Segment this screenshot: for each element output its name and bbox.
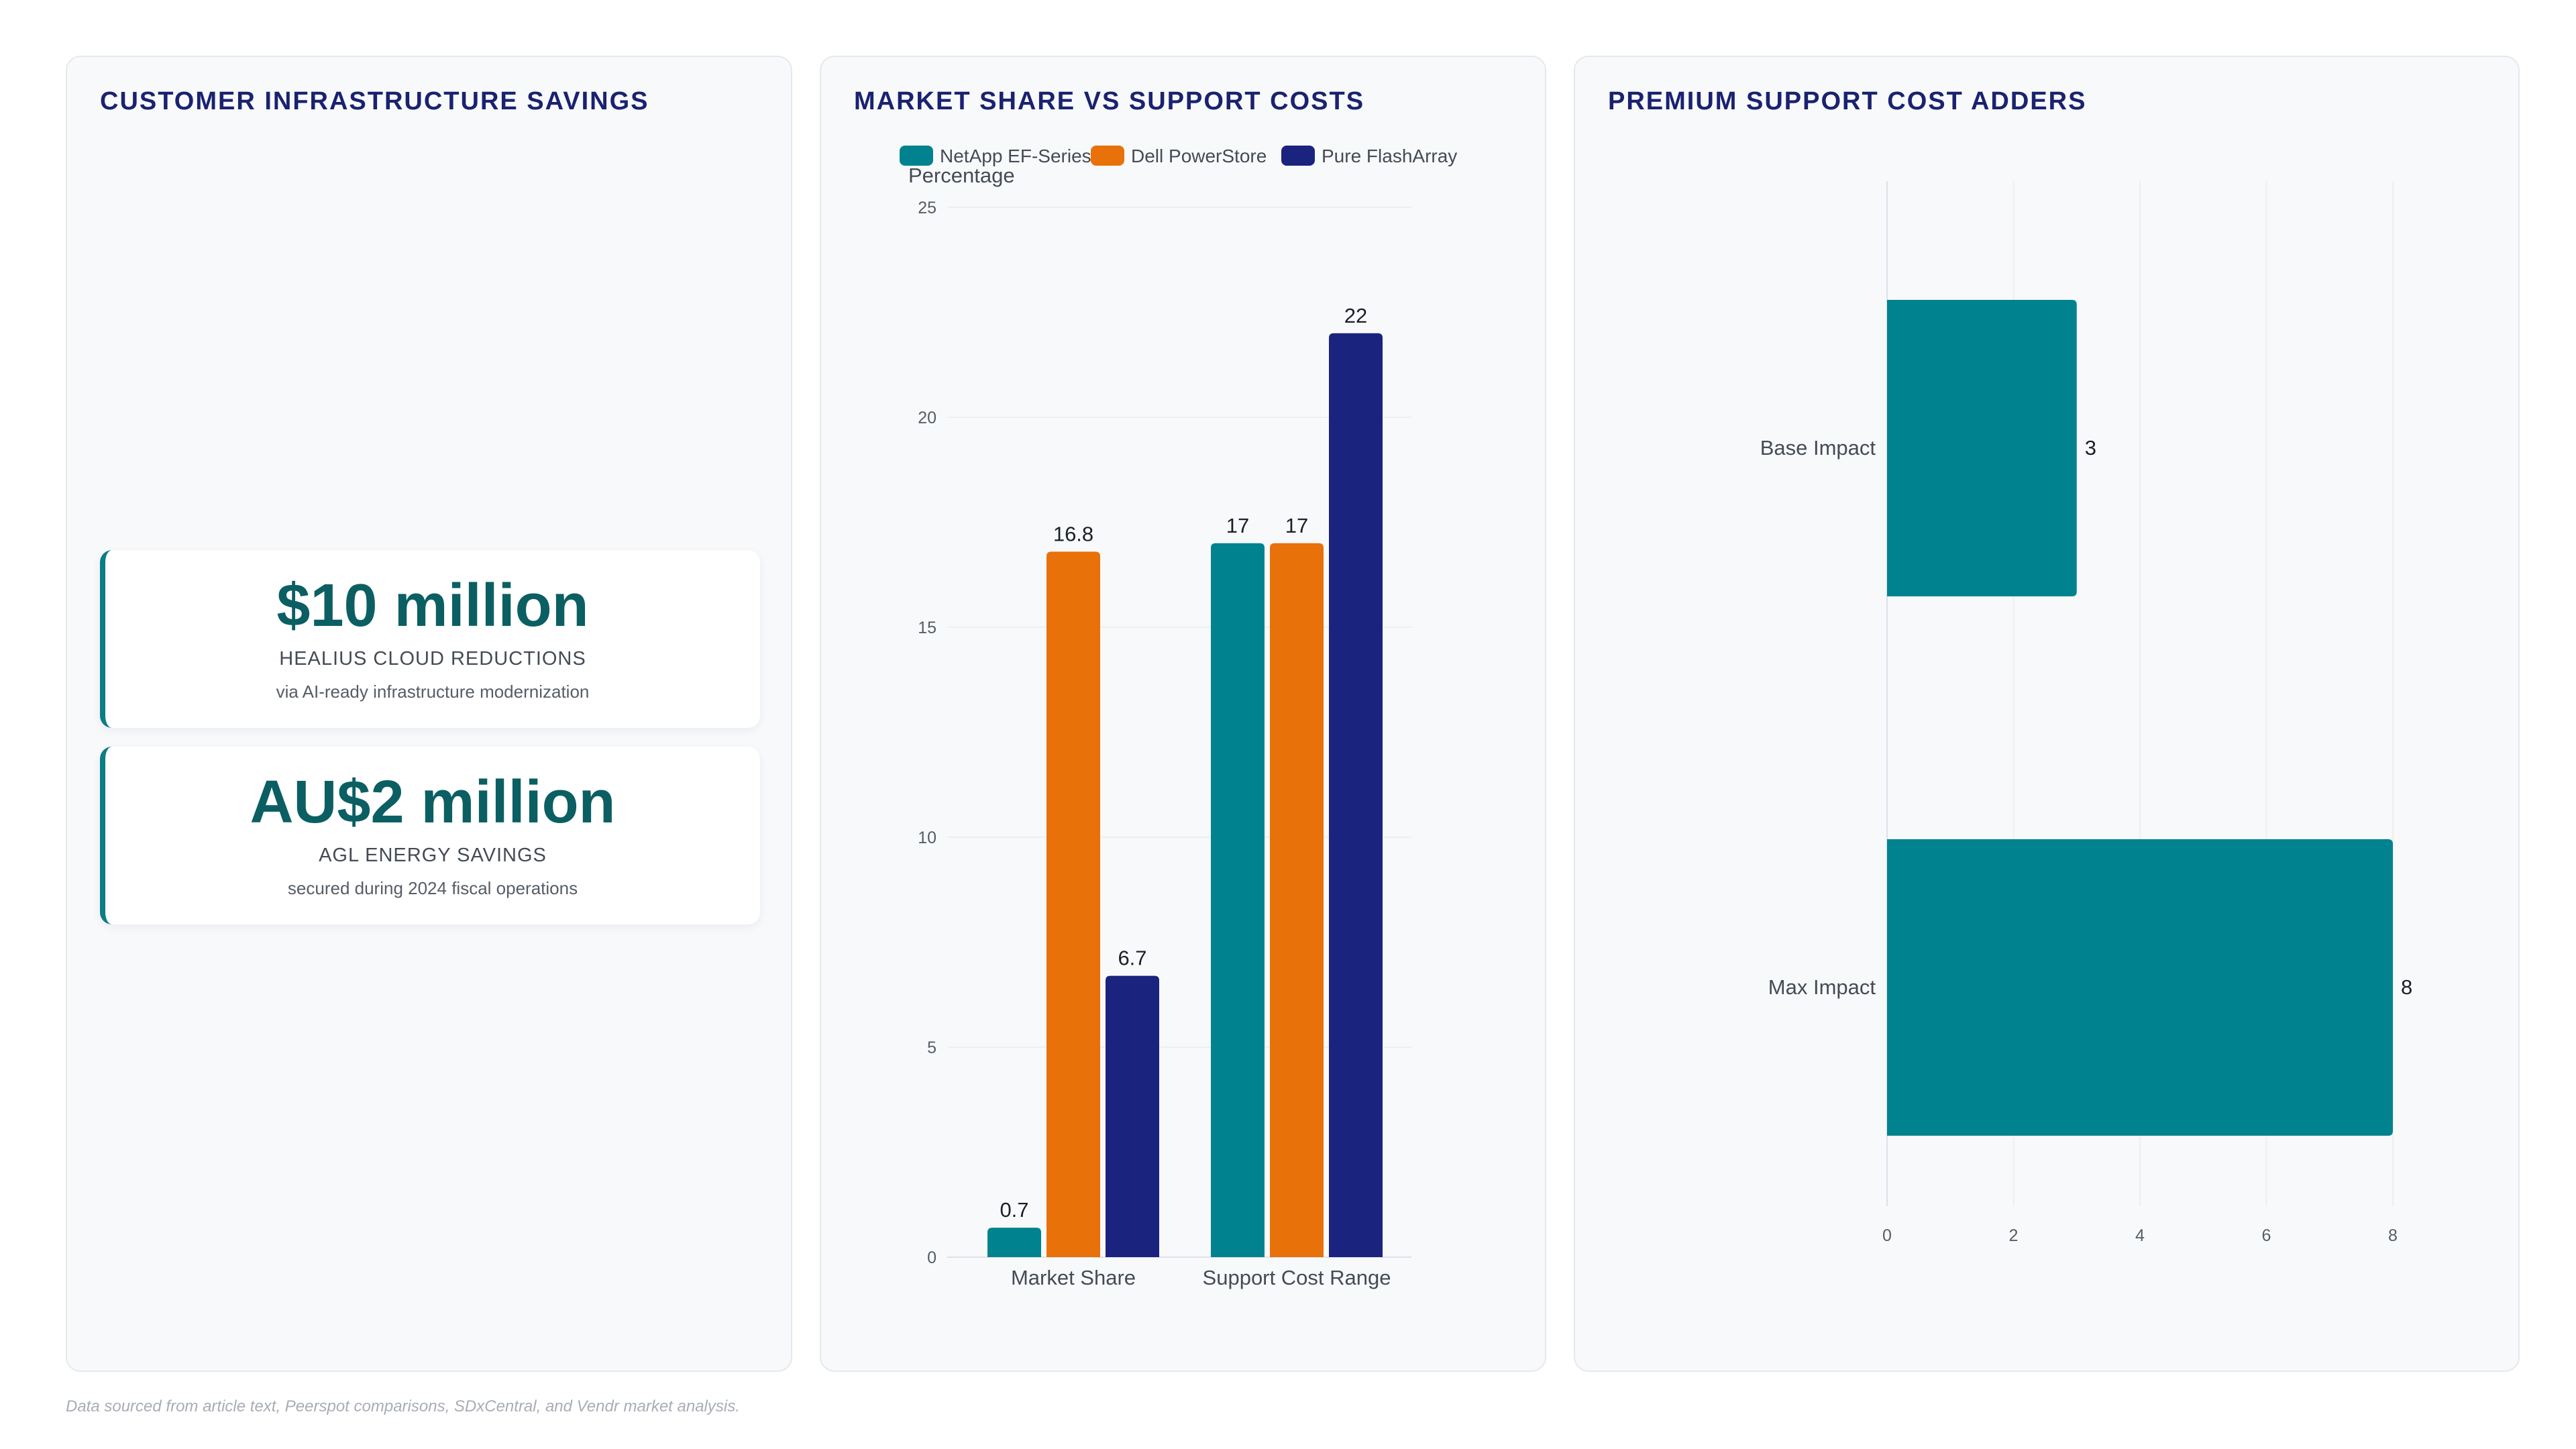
healius-savings-card: $10 million HEALIUS CLOUD REDUCTIONS via…: [100, 550, 760, 728]
bar-value-label: 3: [2085, 436, 2096, 460]
y-category-label: Max Impact: [1768, 975, 1876, 999]
support-adders-chart: 0 2 4 6 8 3 Base Impact 8 Max Impact: [1760, 181, 2412, 1245]
healius-savings-label: HEALIUS CLOUD REDUCTIONS: [279, 648, 586, 669]
x-category-label: Support Cost Range: [1203, 1266, 1391, 1289]
x-category-label: Market Share: [1011, 1266, 1136, 1289]
savings-panel-title: CUSTOMER INFRASTRUCTURE SAVINGS: [100, 87, 649, 115]
bar: [1887, 300, 2077, 596]
y-tick-label: 15: [918, 619, 936, 637]
y-category-label: Base Impact: [1760, 436, 1876, 460]
x-tick-label: 8: [2388, 1226, 2398, 1245]
legend-swatch: [900, 146, 933, 166]
market-share-panel: MARKET SHARE VS SUPPORT COSTS 0 5 10 15 20 25…: [820, 56, 1546, 1372]
legend-swatch: [1281, 146, 1315, 166]
bar: [1887, 839, 2393, 1136]
bar: [1106, 975, 1159, 1257]
bar-value-label: 22: [1344, 304, 1367, 327]
legend-label: Pure FlashArray: [1322, 146, 1457, 166]
agl-savings-value: AU$2 million: [250, 769, 616, 836]
x-tick-label: 2: [2009, 1226, 2019, 1245]
market-share-panel-title: MARKET SHARE VS SUPPORT COSTS: [854, 87, 1365, 115]
bar: [1046, 551, 1100, 1257]
bar: [1329, 333, 1383, 1257]
x-tick-label: 4: [2135, 1226, 2145, 1245]
bar-value-label: 16.8: [1053, 522, 1093, 545]
bar: [1270, 543, 1324, 1257]
legend-label: NetApp EF-Series: [940, 146, 1091, 166]
healius-savings-value: $10 million: [276, 572, 589, 639]
bar-value-label: 8: [2401, 975, 2412, 999]
footer-source-note: Data sourced from article text, Peerspot…: [66, 1397, 740, 1415]
savings-panel: CUSTOMER INFRASTRUCTURE SAVINGS $10 mill…: [66, 56, 792, 1372]
x-tick-label: 0: [1882, 1226, 1892, 1245]
agl-savings-label: AGL ENERGY SAVINGS: [319, 845, 547, 866]
bar-value-label: 0.7: [1000, 1198, 1028, 1222]
legend-label: Dell PowerStore: [1131, 146, 1267, 166]
healius-savings-note: via AI-ready infrastructure modernizatio…: [276, 682, 590, 702]
support-adders-panel: PREMIUM SUPPORT COST ADDERS 0 2 4 6 8 3 Base I…: [1574, 56, 2520, 1372]
y-tick-label: 5: [927, 1038, 936, 1057]
bar-value-label: 6.7: [1118, 947, 1146, 970]
y-tick-label: 20: [918, 409, 936, 427]
bar-value-label: 17: [1285, 514, 1308, 537]
bar: [987, 1228, 1041, 1257]
bar: [1211, 543, 1265, 1257]
bar-value-label: 17: [1226, 514, 1249, 537]
y-tick-label: 10: [918, 828, 936, 847]
x-tick-label: 6: [2262, 1226, 2271, 1245]
y-tick-label: 25: [918, 199, 936, 217]
support-adders-panel-title: PREMIUM SUPPORT COST ADDERS: [1608, 87, 2087, 115]
y-axis-title: Percentage: [908, 164, 1015, 187]
agl-savings-note: secured during 2024 fiscal operations: [287, 878, 578, 898]
y-tick-label: 0: [927, 1248, 936, 1267]
agl-savings-card: AU$2 million AGL ENERGY SAVINGS secured …: [100, 747, 760, 924]
legend-swatch: [1091, 146, 1124, 166]
